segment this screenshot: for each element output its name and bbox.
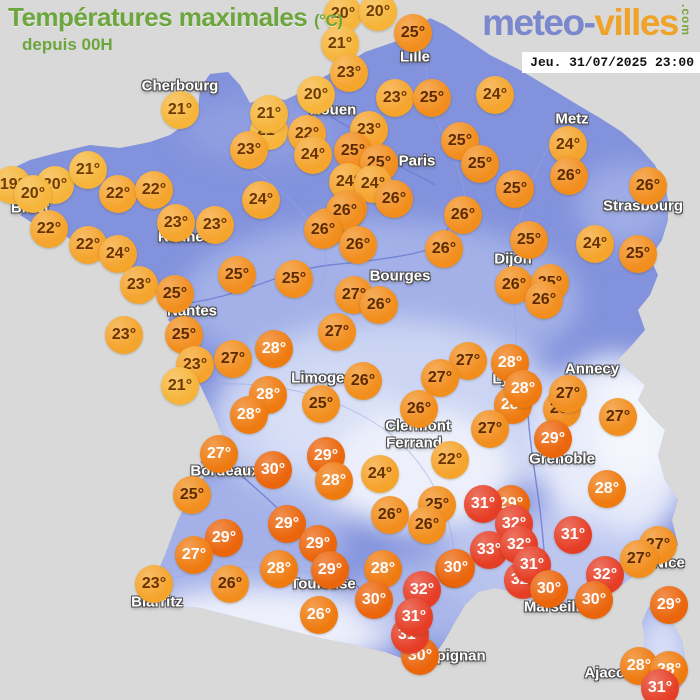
temp-bubble[interactable]: 26°: [629, 167, 667, 205]
temp-bubble[interactable]: 21°: [161, 367, 199, 405]
temp-bubble[interactable]: 28°: [504, 370, 542, 408]
temp-bubble[interactable]: 23°: [120, 266, 158, 304]
temp-bubble[interactable]: 26°: [344, 362, 382, 400]
temp-bubble[interactable]: 25°: [156, 275, 194, 313]
temp-bubble[interactable]: 25°: [510, 221, 548, 259]
temp-bubble[interactable]: 30°: [254, 451, 292, 489]
temp-bubble[interactable]: 27°: [214, 340, 252, 378]
temp-bubble[interactable]: 26°: [444, 196, 482, 234]
temp-bubble[interactable]: 31°: [554, 516, 592, 554]
temp-bubble[interactable]: 30°: [437, 549, 475, 587]
temp-bubble[interactable]: 28°: [260, 550, 298, 588]
temp-bubble[interactable]: 23°: [196, 206, 234, 244]
temp-bubble[interactable]: 26°: [425, 230, 463, 268]
temp-bubble[interactable]: 26°: [375, 180, 413, 218]
temp-bubble[interactable]: 28°: [249, 376, 287, 414]
temp-bubble[interactable]: 21°: [250, 95, 288, 133]
temp-bubble[interactable]: 21°: [161, 91, 199, 129]
temp-bubble[interactable]: 26°: [371, 496, 409, 534]
temp-bubble[interactable]: 26°: [400, 390, 438, 428]
temp-bubble[interactable]: 20°: [14, 175, 52, 213]
temp-bubble[interactable]: 24°: [242, 181, 280, 219]
temp-bubble[interactable]: 26°: [304, 211, 342, 249]
temp-bubble[interactable]: 23°: [135, 565, 173, 603]
temp-bubble[interactable]: 23°: [376, 79, 414, 117]
temp-bubble[interactable]: 27°: [549, 375, 587, 413]
temp-bubble[interactable]: 29°: [650, 586, 688, 624]
temp-bubble[interactable]: 24°: [294, 136, 332, 174]
temp-bubble[interactable]: 22°: [431, 441, 469, 479]
temp-bubble[interactable]: 26°: [360, 286, 398, 324]
temp-bubble[interactable]: 27°: [175, 536, 213, 574]
temp-bubble[interactable]: 28°: [255, 330, 293, 368]
temp-bubble[interactable]: 22°: [30, 210, 68, 248]
temp-bubble[interactable]: 23°: [330, 54, 368, 92]
meteo-villes-logo[interactable]: meteo-villes.com: [482, 2, 693, 43]
logo-suffix-com: .com: [679, 4, 693, 37]
temp-bubble[interactable]: 26°: [525, 281, 563, 319]
datetime-badge: Jeu. 31/07/2025 23:00: [522, 52, 700, 73]
temp-bubble[interactable]: 26°: [550, 157, 588, 195]
temp-bubble[interactable]: 25°: [413, 79, 451, 117]
temp-bubble[interactable]: 24°: [476, 76, 514, 114]
temp-bubble[interactable]: 25°: [302, 385, 340, 423]
temp-bubble[interactable]: 20°: [297, 76, 335, 114]
temp-bubble[interactable]: 20°: [359, 0, 397, 31]
temp-bubble[interactable]: 27°: [318, 313, 356, 351]
temp-bubble[interactable]: 28°: [230, 396, 268, 434]
temp-bubble[interactable]: 29°: [311, 551, 349, 589]
temp-bubble[interactable]: 25°: [461, 145, 499, 183]
temp-bubble[interactable]: 25°: [394, 14, 432, 52]
temp-bubble[interactable]: 26°: [408, 506, 446, 544]
temp-bubble[interactable]: 30°: [530, 570, 568, 608]
temp-bubble[interactable]: 31°: [641, 669, 679, 700]
temp-bubble[interactable]: 25°: [619, 235, 657, 273]
logo-part-villes: villes: [594, 2, 679, 43]
temp-bubble[interactable]: 22°: [135, 171, 173, 209]
temp-bubble[interactable]: 27°: [421, 359, 459, 397]
temp-bubble[interactable]: 25°: [496, 170, 534, 208]
temp-bubble[interactable]: 31°: [395, 598, 433, 636]
temp-bubble[interactable]: 30°: [575, 581, 613, 619]
temp-bubble[interactable]: 21°: [69, 151, 107, 189]
temp-bubble[interactable]: 25°: [173, 476, 211, 514]
temp-bubble[interactable]: 27°: [200, 435, 238, 473]
temp-bubble[interactable]: 20°: [36, 166, 74, 204]
temp-bubble[interactable]: 25°: [218, 256, 256, 294]
temp-bubble[interactable]: 26°: [339, 226, 377, 264]
temp-bubble[interactable]: 26°: [300, 596, 338, 634]
temp-bubble[interactable]: 28°: [588, 470, 626, 508]
temp-bubble[interactable]: 24°: [361, 455, 399, 493]
temp-bubble[interactable]: 23°: [157, 204, 195, 242]
temp-bubble[interactable]: 27°: [599, 398, 637, 436]
temp-bubble[interactable]: 23°: [230, 131, 268, 169]
temp-bubble[interactable]: 29°: [534, 420, 572, 458]
temp-bubble[interactable]: 24°: [576, 225, 614, 263]
temp-bubble[interactable]: 25°: [165, 316, 203, 354]
temp-bubble[interactable]: 22°: [99, 175, 137, 213]
temp-bubble[interactable]: 28°: [620, 647, 658, 685]
logo-part-meteo: meteo-: [482, 2, 596, 43]
temp-bubble[interactable]: 30°: [355, 581, 393, 619]
temp-bubble[interactable]: 31°: [464, 485, 502, 523]
temp-bubble[interactable]: 23°: [105, 316, 143, 354]
temp-bubble[interactable]: 27°: [620, 540, 658, 578]
temp-bubble[interactable]: 25°: [275, 260, 313, 298]
temp-bubble[interactable]: 26°: [211, 565, 249, 603]
temp-bubble[interactable]: 28°: [315, 462, 353, 500]
temp-bubble[interactable]: 27°: [471, 410, 509, 448]
